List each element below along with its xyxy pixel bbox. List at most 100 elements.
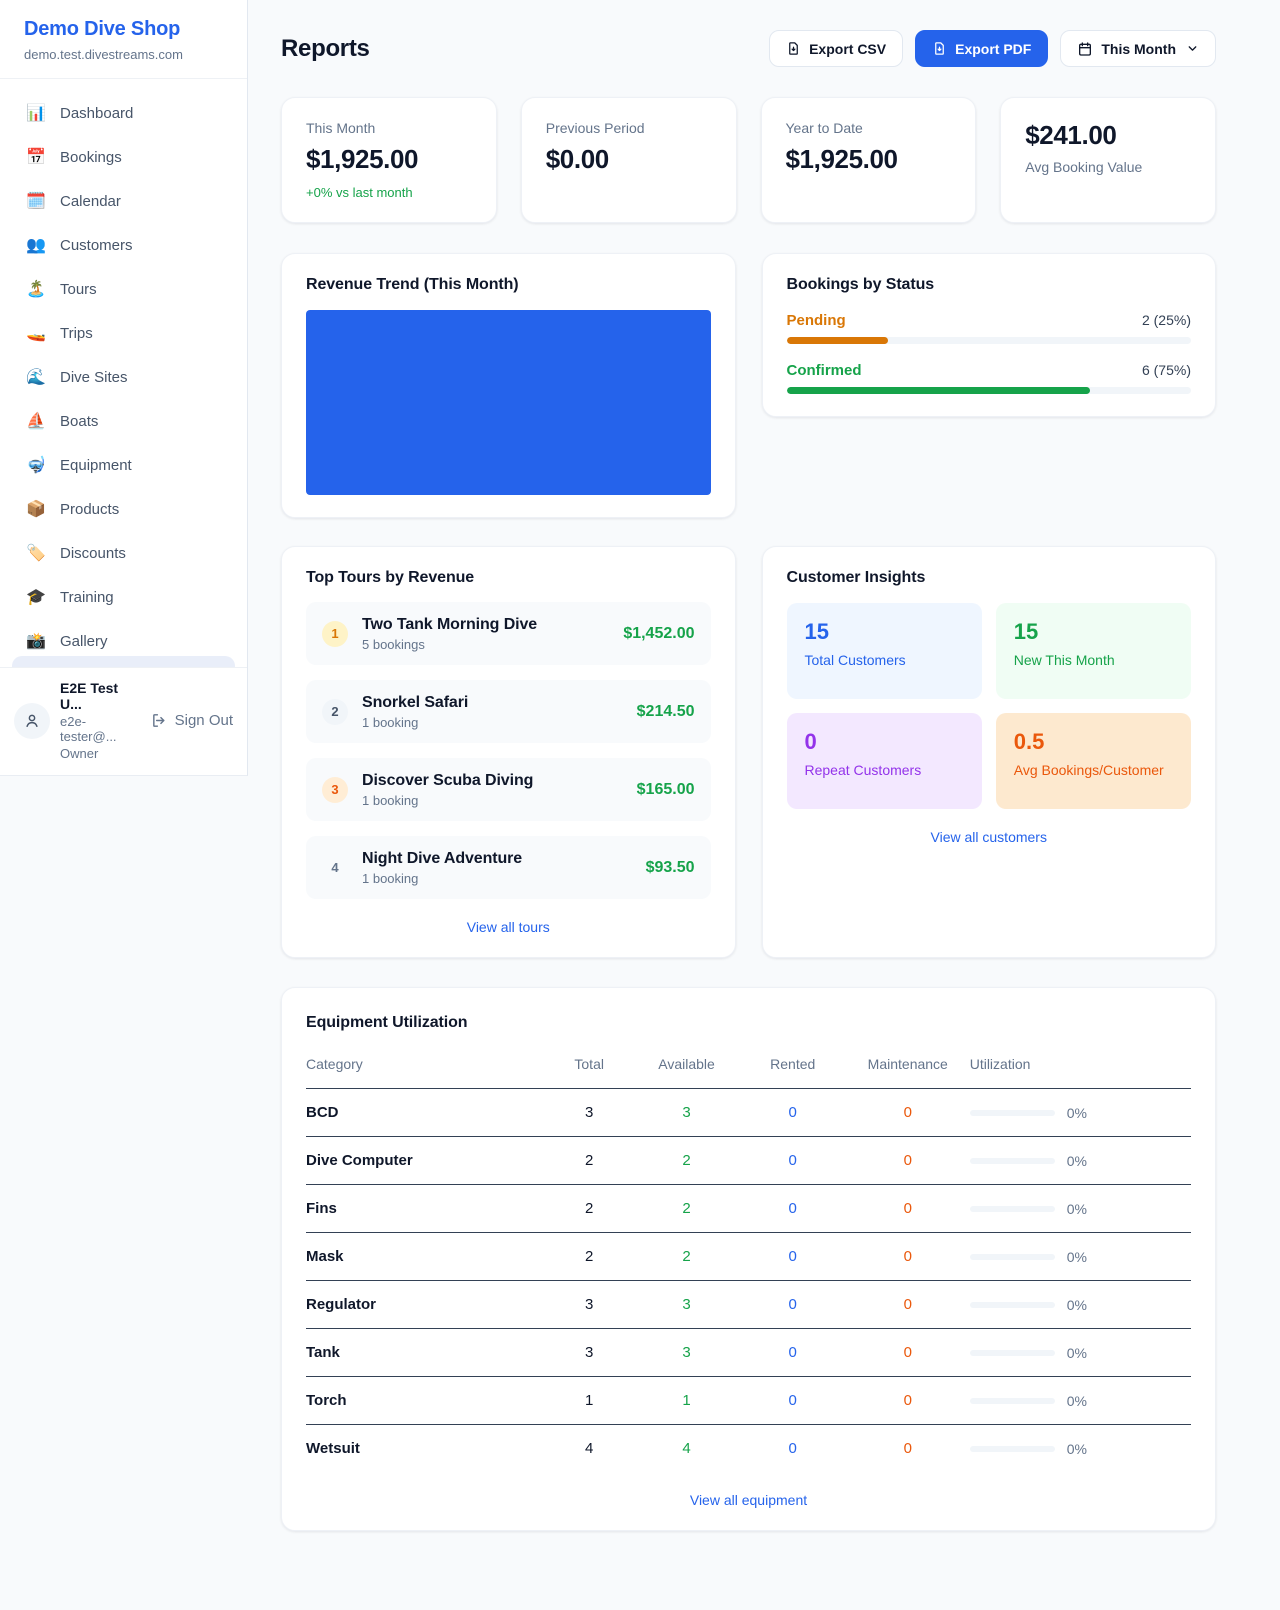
view-all-tours-link[interactable]: View all tours xyxy=(466,919,550,935)
status-progress-fill xyxy=(786,337,888,344)
utilization-percent: 0% xyxy=(1066,1344,1087,1361)
bookings-by-status-title: Bookings by Status xyxy=(786,276,935,293)
status-label: Confirmed xyxy=(786,362,862,379)
status-progress-track xyxy=(786,387,1191,394)
sidebar-item-bookings[interactable]: 📅 Bookings xyxy=(0,137,247,177)
calendar-icon xyxy=(1079,41,1092,56)
equipment-total: 3 xyxy=(544,1088,634,1137)
equipment-rented: 0 xyxy=(788,1248,797,1265)
top-tours-title: Top Tours by Revenue xyxy=(306,569,475,586)
equipment-total: 1 xyxy=(544,1376,634,1425)
equipment-maintenance: 0 xyxy=(903,1152,912,1169)
col-maintenance: Maintenance xyxy=(845,1042,970,1089)
sidebar-item-boats[interactable]: ⛵ Boats xyxy=(0,401,247,441)
dashboard-icon: 📊 xyxy=(26,105,46,122)
sidebar-item-dive-sites[interactable]: 🌊 Dive Sites xyxy=(0,357,247,397)
insight-grid: 15 Total Customers 15 New This Month 0 R… xyxy=(786,603,1191,809)
revenue-trend-card: Revenue Trend (This Month) xyxy=(281,253,736,518)
tour-bookings: 1 booking xyxy=(362,714,419,730)
insight-tile-repeat-customers: 0 Repeat Customers xyxy=(786,713,982,809)
revenue-trend-chart xyxy=(306,310,711,495)
user-info: E2E Test U... e2e-tester@... Owner xyxy=(60,680,141,761)
stat-label: Previous Period xyxy=(545,120,645,136)
equipment-category: Wetsuit xyxy=(306,1440,360,1457)
equipment-utilization-card: Equipment Utilization Category Total Ava… xyxy=(281,987,1216,1531)
period-select[interactable]: This Month xyxy=(1060,30,1216,67)
equipment-total: 3 xyxy=(544,1280,634,1329)
user-email: e2e-tester@... xyxy=(60,714,117,744)
graduation-cap-icon: 🎓 xyxy=(26,589,46,606)
sidebar-item-dashboard[interactable]: 📊 Dashboard xyxy=(0,93,247,133)
tour-row: 2 Snorkel Safari 1 booking $214.50 xyxy=(306,680,711,743)
header-actions: Export CSV Export PDF This Month xyxy=(769,30,1216,67)
stat-card-year-to-date: Year to Date $1,925.00 xyxy=(760,97,977,223)
calendar-pad-icon: 🗓️ xyxy=(26,193,46,210)
export-csv-button[interactable]: Export CSV xyxy=(769,30,904,67)
island-icon: 🏝️ xyxy=(26,281,46,298)
insight-label: Repeat Customers xyxy=(804,762,922,778)
tour-revenue: $1,452.00 xyxy=(623,624,695,642)
insight-label: Total Customers xyxy=(804,652,906,668)
sidebar-item-calendar[interactable]: 🗓️ Calendar xyxy=(0,181,247,221)
equipment-available: 2 xyxy=(682,1200,691,1217)
sidebar-item-label: Discounts xyxy=(60,544,126,562)
col-category: Category xyxy=(306,1042,545,1089)
equipment-available: 4 xyxy=(682,1440,691,1457)
equipment-total: 3 xyxy=(544,1328,634,1377)
sign-out-button[interactable]: Sign Out xyxy=(151,712,233,729)
sidebar-item-discounts[interactable]: 🏷️ Discounts xyxy=(0,533,247,573)
stat-card-avg-booking-value: $241.00 Avg Booking Value xyxy=(1000,97,1216,223)
equipment-category: Dive Computer xyxy=(306,1136,545,1185)
sidebar-item-reports-partial[interactable] xyxy=(12,656,235,667)
sidebar-item-label: Boats xyxy=(60,412,99,430)
sidebar-item-products[interactable]: 📦 Products xyxy=(0,489,247,529)
sidebar-item-label: Equipment xyxy=(60,456,132,474)
sidebar-item-label: Trips xyxy=(60,324,93,342)
equipment-category: BCD xyxy=(306,1088,545,1137)
sidebar-item-gallery[interactable]: 📸 Gallery xyxy=(0,621,247,661)
tag-icon: 🏷️ xyxy=(26,545,46,562)
sidebar-item-customers[interactable]: 👥 Customers xyxy=(0,225,247,265)
bookings-by-status-card: Bookings by Status Pending 2 (25%) Confi… xyxy=(761,253,1216,417)
rank-badge: 1 xyxy=(322,620,348,647)
sidebar-item-label: Products xyxy=(60,500,120,518)
insights-row: Top Tours by Revenue 1 Two Tank Morning … xyxy=(281,546,1216,958)
sidebar-item-training[interactable]: 🎓 Training xyxy=(0,577,247,617)
equipment-rented: 0 xyxy=(788,1344,797,1361)
equipment-rented: 0 xyxy=(788,1296,797,1313)
stat-value: $1,925.00 xyxy=(306,144,419,174)
rank-badge: 2 xyxy=(322,698,348,725)
tour-row: 1 Two Tank Morning Dive 5 bookings $1,45… xyxy=(306,602,711,665)
period-label: This Month xyxy=(1101,40,1176,57)
sidebar: Demo Dive Shop demo.test.divestreams.com… xyxy=(0,0,248,776)
utilization-bar xyxy=(969,1157,1055,1164)
export-pdf-button[interactable]: Export PDF xyxy=(915,30,1049,67)
view-all-customers-link[interactable]: View all customers xyxy=(930,829,1047,845)
equipment-category: Fins xyxy=(306,1184,545,1233)
view-all-equipment-link[interactable]: View all equipment xyxy=(689,1492,808,1508)
equipment-maintenance: 0 xyxy=(903,1248,912,1265)
utilization-bar xyxy=(969,1205,1055,1212)
sidebar-item-label: Training xyxy=(60,588,114,606)
utilization-bar xyxy=(969,1349,1055,1356)
table-row: Regulator 3 3 0 0 0% xyxy=(306,1280,1191,1329)
tour-bookings: 1 booking xyxy=(362,792,419,808)
utilization-percent: 0% xyxy=(1066,1152,1087,1169)
sidebar-item-equipment[interactable]: 🤿 Equipment xyxy=(0,445,247,485)
utilization-percent: 0% xyxy=(1066,1392,1087,1409)
stat-label: Avg Booking Value xyxy=(1025,159,1143,175)
file-download-icon xyxy=(789,42,798,55)
sidebar-item-trips[interactable]: 🚤 Trips xyxy=(0,313,247,353)
customer-insights-card: Customer Insights 15 Total Customers 15 … xyxy=(761,546,1216,958)
equipment-available: 2 xyxy=(682,1248,691,1265)
user-name: E2E Test U... xyxy=(60,680,119,712)
insight-label: Avg Bookings/Customer xyxy=(1013,762,1164,778)
utilization-bar xyxy=(969,1397,1055,1404)
status-row-pending: Pending 2 (25%) xyxy=(786,312,1191,344)
equipment-maintenance: 0 xyxy=(903,1200,912,1217)
main-content: Reports Export CSV Export PDF This Month… xyxy=(249,0,1280,1591)
equipment-category: Tank xyxy=(306,1328,545,1377)
charts-row: Revenue Trend (This Month) Bookings by S… xyxy=(281,253,1216,518)
sidebar-item-tours[interactable]: 🏝️ Tours xyxy=(0,269,247,309)
avatar xyxy=(14,702,50,739)
